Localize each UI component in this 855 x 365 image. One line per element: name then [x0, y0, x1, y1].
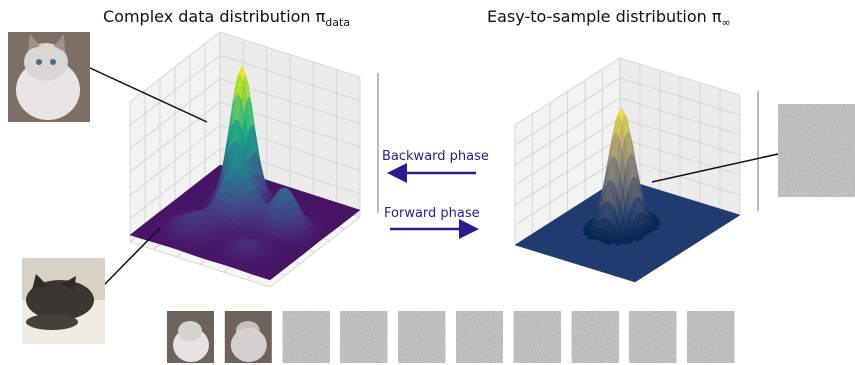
sample-thumb — [283, 311, 330, 363]
backward-label: Backward phase — [382, 149, 489, 164]
noise-image — [778, 104, 855, 197]
sample-thumb — [687, 311, 734, 363]
left-title: Complex data distribution πdata — [103, 7, 350, 29]
sample-thumb — [398, 311, 445, 363]
sample-thumb — [236, 321, 260, 341]
sample-thumb — [178, 321, 202, 341]
sample-strip — [167, 311, 734, 363]
sample-thumb — [456, 311, 503, 363]
diagram: Complex data distribution πdata Easy-to-… — [0, 0, 855, 365]
cat-image — [8, 32, 90, 122]
surface-plot — [130, 32, 378, 287]
sample-thumb — [572, 311, 619, 363]
forward-label: Forward phase — [384, 206, 480, 221]
cat-image — [22, 258, 105, 344]
right-title: Easy-to-sample distribution π∞ — [487, 7, 731, 29]
sample-thumb — [514, 311, 561, 363]
sample-thumb — [340, 311, 387, 363]
surface-plot — [515, 58, 758, 282]
sample-thumb — [629, 311, 676, 363]
